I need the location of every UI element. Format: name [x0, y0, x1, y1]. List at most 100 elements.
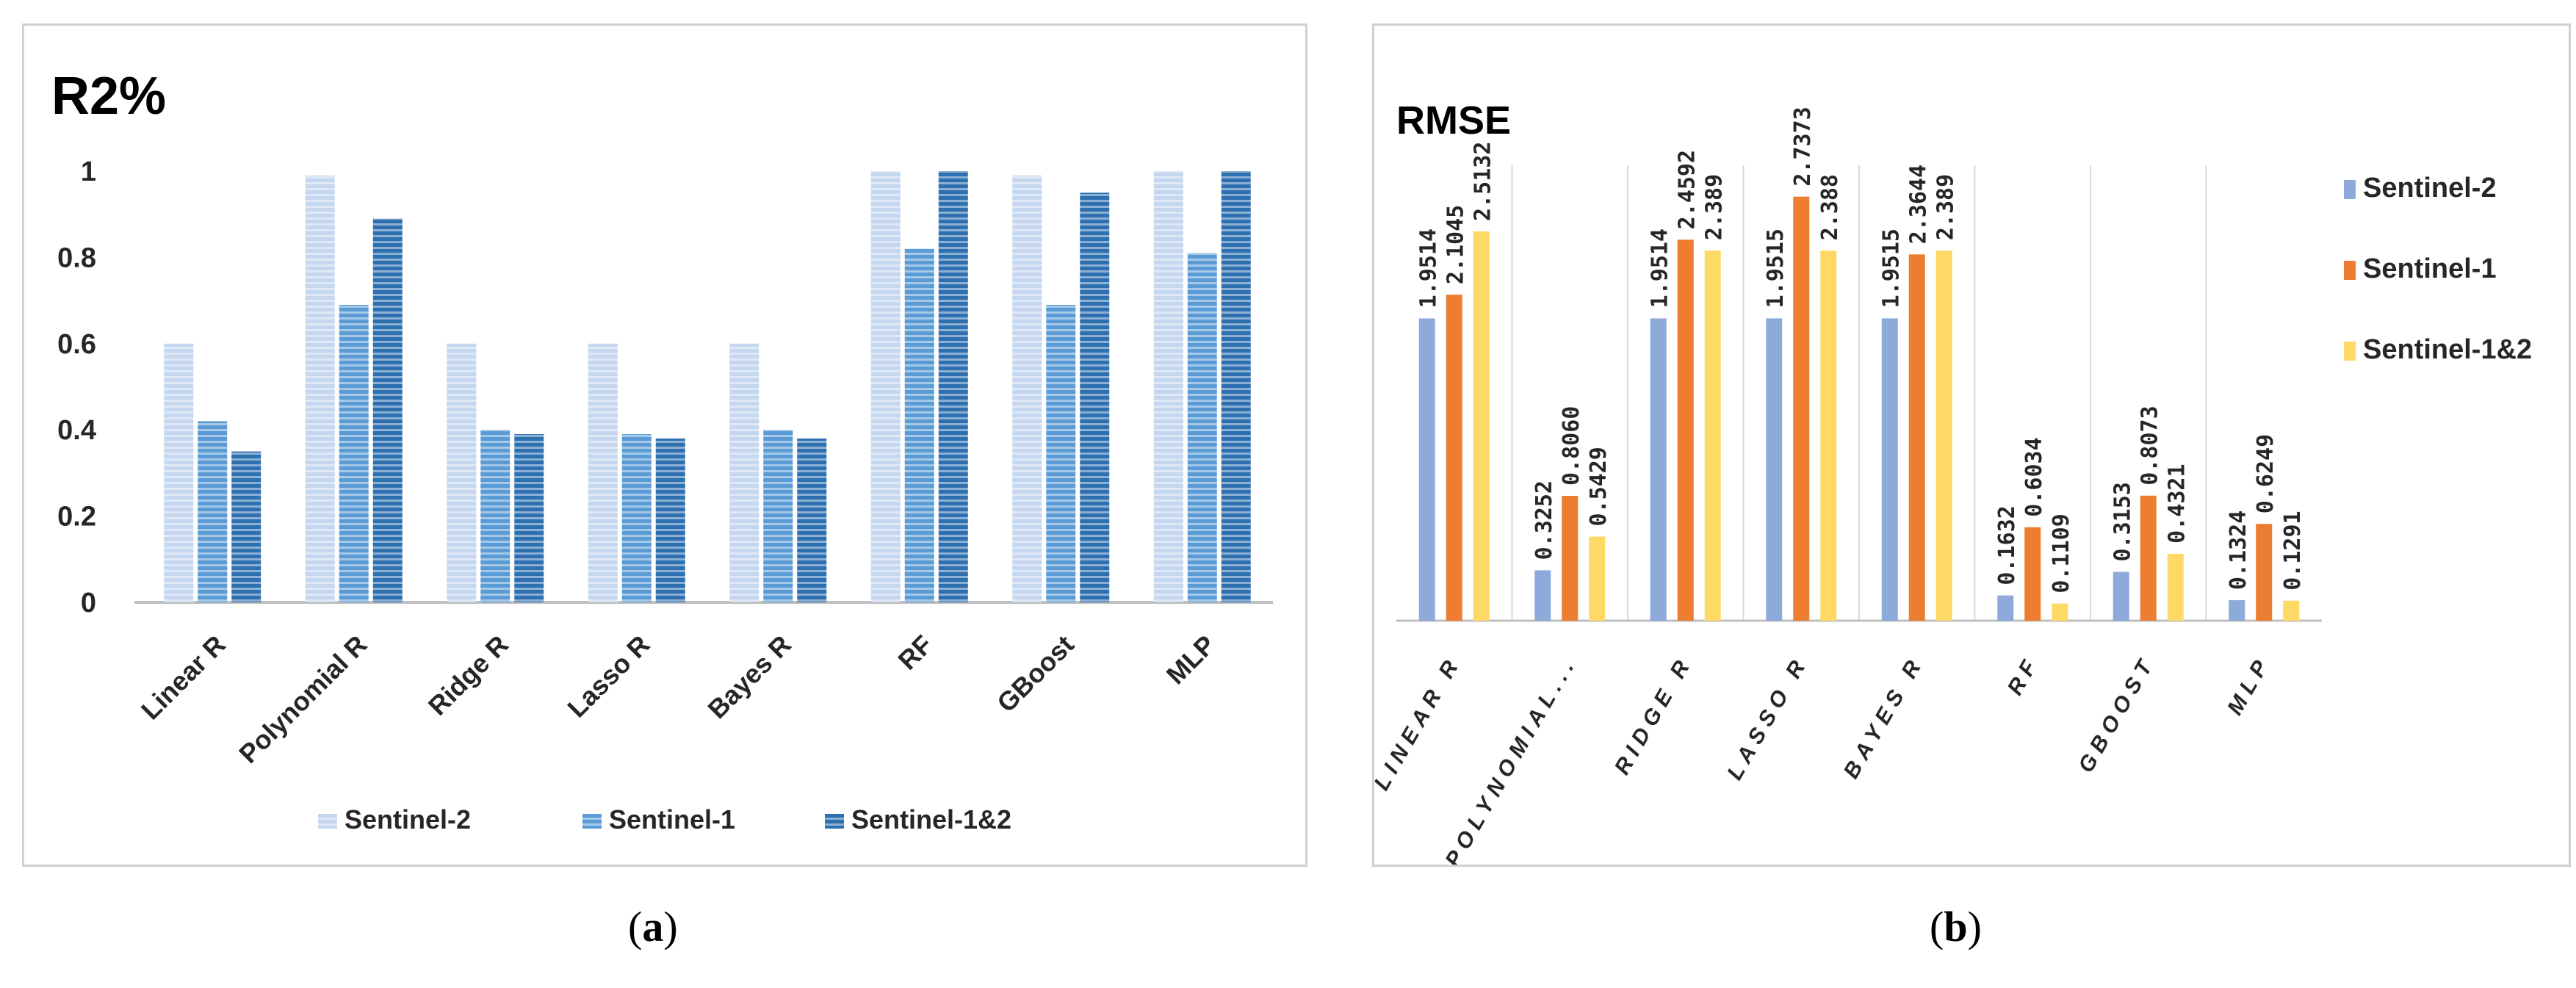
x-tick-label: RIDGE R: [1610, 652, 1698, 779]
caption-a: (a): [628, 902, 678, 951]
bar-sentinel-1-2-gboost: [1080, 192, 1110, 603]
bar-sentinel-1-polynomial: [1562, 496, 1579, 621]
x-tick-label: POLYNOMIAL...: [1440, 652, 1581, 865]
legend-label: Sentinel-1: [2363, 253, 2497, 284]
legend-label: Sentinel-1&2: [2363, 334, 2533, 365]
x-tick-label: Linear R: [135, 630, 231, 726]
data-label: 1.9515: [1763, 228, 1789, 308]
y-tick-label: 0.2: [57, 502, 96, 533]
bar-sentinel-2-mlp: [1153, 171, 1183, 602]
x-tick-label: MLP: [2223, 652, 2276, 719]
legend-entry-sentinel-1: Sentinel-1: [582, 804, 735, 835]
bar-sentinel-2-ridge-r: [447, 343, 477, 602]
bar-sentinel-1-gboost: [2140, 495, 2157, 621]
bar-sentinel-1-mlp: [1187, 253, 1217, 602]
data-label: 2.1045: [1443, 205, 1469, 284]
data-label: 0.6034: [2021, 437, 2047, 516]
bar-sentinel-1-rf: [2024, 527, 2041, 621]
bar-sentinel-1-gboost: [1046, 304, 1076, 602]
legend-entry-sentinel-1: Sentinel-1: [2344, 253, 2497, 285]
bar-sentinel-1-2-gboost: [2167, 553, 2184, 621]
caption-b: (b): [1930, 902, 1982, 951]
y-tick-label: 0.8: [57, 242, 96, 273]
bar-sentinel-1-polynomial-r: [339, 304, 369, 602]
data-label: 2.4592: [1675, 150, 1700, 229]
data-label: 0.6249: [2253, 434, 2279, 513]
chart-title-rmse: RMSE: [1396, 98, 1512, 143]
bar-sentinel-2-bayes-r: [729, 343, 760, 602]
bar-sentinel-1-2-mlp: [1221, 171, 1251, 602]
x-tick-label: Bayes R: [701, 630, 796, 724]
chart-panel-r2: 0 0.2 0.4 0.6 0.8 1 Linear R Polynomial R Ridge …: [22, 24, 1307, 867]
x-tick-label: Ridge R: [422, 630, 514, 721]
x-tick-label: MLP: [1161, 630, 1222, 690]
legend-entry-sentinel-2: Sentinel-2: [318, 804, 471, 835]
data-label: 0.3153: [2110, 482, 2136, 561]
data-label: 0.1109: [2049, 513, 2074, 593]
y-tick-label: 0: [81, 588, 96, 619]
bar-sentinel-1-bayes-r: [763, 430, 793, 602]
bar-sentinel-1-2-ridge-r: [514, 434, 544, 602]
bar-sentinel-1-ridge-r: [1677, 239, 1694, 621]
chart-title-r2: R2%: [51, 67, 167, 126]
legend-label: Sentinel-1&2: [851, 804, 1012, 834]
legend-label: Sentinel-2: [2363, 173, 2497, 203]
x-tick-label: RF: [892, 630, 938, 676]
caption-b-close: ): [1967, 903, 1982, 951]
legend-entry-sentinel-1-2: Sentinel-1&2: [825, 804, 1011, 835]
chart-panel-rmse: 1.9514 2.1045 2.5132 LINEAR R 0.3252 0.8060 0.…: [1372, 24, 2571, 867]
data-label: 1.9514: [1416, 228, 1442, 308]
data-label: 0.1324: [2226, 511, 2251, 590]
data-label: 1.9515: [1879, 228, 1905, 308]
caption-b-open: (: [1930, 903, 1944, 951]
bar-sentinel-1-2-rf: [2052, 603, 2068, 621]
bar-sentinel-1-2-polynomial-r: [372, 218, 403, 602]
bar-sentinel-1-lasso-r: [1793, 196, 1810, 621]
bar-sentinel-2-linear-r: [1418, 318, 1435, 621]
bar-sentinel-1-lasso-r: [621, 434, 652, 602]
bar-sentinel-2-gboost: [2113, 571, 2129, 621]
data-label: 2.7373: [1790, 107, 1816, 186]
x-tick-label: GBOOST: [2074, 652, 2160, 777]
bar-sentinel-1-linear-r: [198, 421, 228, 602]
caption-a-open: (: [628, 903, 643, 951]
x-tick-label: LASSO R: [1722, 652, 1813, 784]
bar-sentinel-1-2-bayes-r: [797, 438, 827, 602]
bar-sentinel-2-mlp: [2229, 600, 2245, 621]
caption-b-label: b: [1944, 903, 1968, 951]
x-tick-label: Lasso R: [561, 630, 655, 724]
bar-sentinel-1-rf: [904, 248, 934, 602]
data-label: 2.389: [1933, 174, 1959, 240]
caption-a-label: a: [642, 903, 664, 951]
data-label: 2.389: [1702, 174, 1728, 240]
bar-sentinel-2-rf: [870, 171, 901, 602]
x-tick-label: LINEAR R: [1374, 652, 1466, 795]
data-label: 2.5132: [1471, 142, 1496, 221]
bar-sentinel-2-lasso-r: [588, 343, 618, 602]
x-tick-label: BAYES R: [1839, 652, 1929, 783]
bar-sentinel-1-2-polynomial: [1589, 536, 1606, 621]
data-label: 1.9514: [1648, 228, 1673, 308]
data-label: 0.1632: [1994, 505, 2020, 585]
caption-a-close: ): [663, 903, 678, 951]
bar-sentinel-1-2-rf: [938, 171, 968, 602]
bar-sentinel-2-polynomial: [1534, 570, 1551, 621]
bar-sentinel-1-bayes-r: [1908, 254, 1925, 621]
data-label: 0.1291: [2280, 511, 2306, 590]
bar-sentinel-1-2-bayes-r: [1935, 250, 1952, 621]
legend-r2: Sentinel-2 Sentinel-1 Sentinel-1&2: [24, 804, 1305, 848]
bar-sentinel-1-2-ridge-r: [1704, 250, 1721, 621]
bar-sentinel-2-gboost: [1012, 175, 1042, 602]
bar-sentinel-2-lasso-r: [1766, 318, 1783, 621]
x-tick-label: GBoost: [991, 630, 1080, 718]
data-label: 2.388: [1817, 174, 1843, 240]
legend-rmse: Sentinel-2 Sentinel-1 Sentinel-1&2: [2329, 143, 2564, 386]
data-label: 0.5429: [1586, 447, 1612, 526]
bar-sentinel-1-mlp: [2256, 524, 2273, 621]
r2-bar-chart: 0 0.2 0.4 0.6 0.8 1 Linear R Polynomial R Ridge …: [57, 156, 1273, 769]
bar-sentinel-2-rf: [1997, 595, 2014, 621]
data-label: 0.3252: [1531, 480, 1557, 560]
bar-sentinel-1-2-mlp: [2283, 600, 2300, 621]
y-tick-label: 0.4: [57, 415, 96, 446]
